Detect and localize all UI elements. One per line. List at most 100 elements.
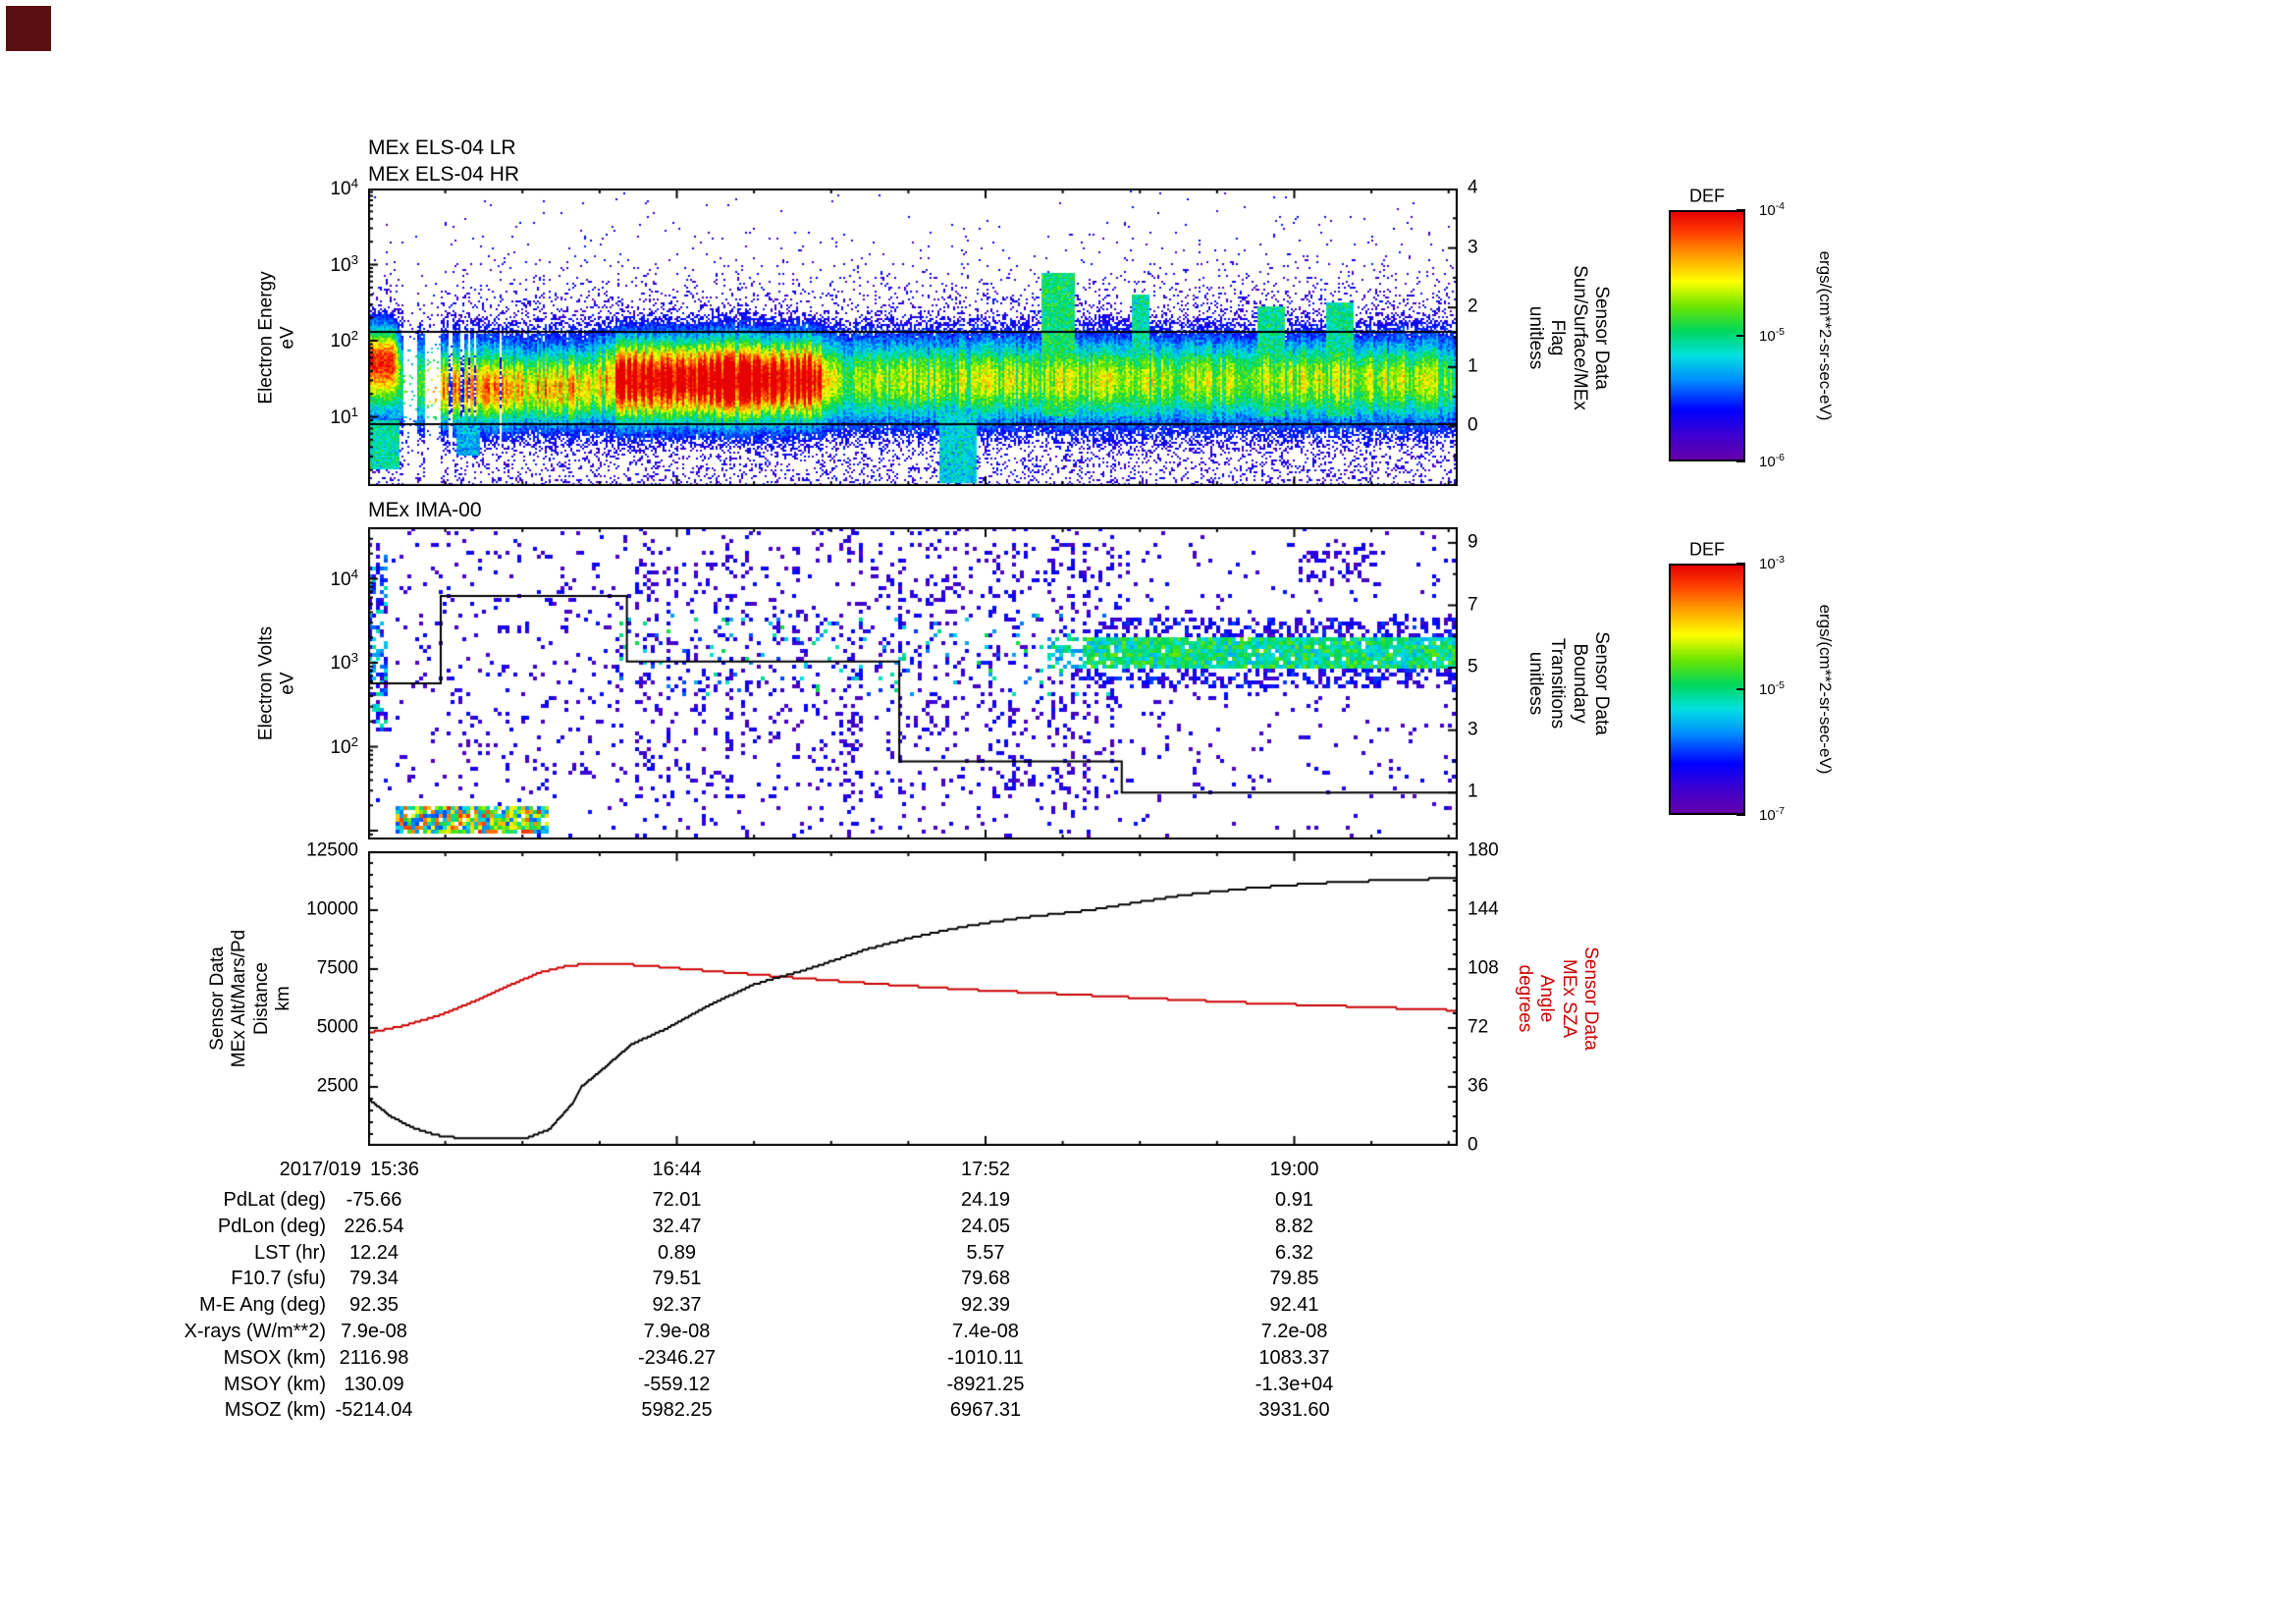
els-ytick-label: 102 xyxy=(330,327,358,352)
ima-right-tick-label: 3 xyxy=(1468,719,1478,740)
colorbar-tick-label: 10-3 xyxy=(1759,553,1786,572)
els-title-hr: MEx ELS-04 HR xyxy=(368,163,520,186)
table-cell: 6967.31 xyxy=(949,1399,1022,1422)
lines-left-axis-label: Sensor Data MEx Alt/Mars/Pd Distance km xyxy=(207,930,295,1067)
colorbar2 xyxy=(1669,564,1745,815)
table-cell: 79.68 xyxy=(960,1268,1011,1290)
colorbar-tick-label: 10-7 xyxy=(1759,804,1786,824)
time-tick-label: 17:52 xyxy=(960,1159,1011,1180)
lines-right-tick-label: 180 xyxy=(1468,839,1499,861)
axis-label-line: Sensor Data xyxy=(1579,947,1601,1051)
date-label: 2017/019 xyxy=(279,1159,361,1180)
els-ytick-label: 101 xyxy=(330,404,358,428)
ima-right-tick-label: 5 xyxy=(1468,656,1478,677)
axis-label-line: Sensor Data xyxy=(207,947,229,1051)
table-cell: 226.54 xyxy=(344,1215,404,1237)
table-cell: 79.85 xyxy=(1269,1268,1319,1290)
table-cell: -8921.25 xyxy=(946,1373,1025,1395)
colorbar1-unit-label: ergs/(cm**2-sr-sec-eV) xyxy=(1816,250,1835,421)
table-cell: 7.4e-08 xyxy=(952,1321,1019,1342)
table-row-label: MSOX (km) xyxy=(223,1346,326,1369)
axis-label-line: unitless xyxy=(1524,651,1546,716)
table-cell: 8.82 xyxy=(1275,1215,1313,1237)
table-cell: 6.32 xyxy=(1275,1241,1313,1264)
table-cell: 1083.37 xyxy=(1258,1346,1330,1369)
time-tick-label: 19:00 xyxy=(1269,1159,1319,1180)
els-y-axis-label: Electron Energy eV xyxy=(256,271,300,404)
lines-right-tick-label: 36 xyxy=(1468,1075,1489,1097)
colorbar2-title: DEF xyxy=(1689,539,1725,560)
table-cell: 7.2e-08 xyxy=(1260,1321,1328,1342)
colorbar-tick-label: 10-6 xyxy=(1759,451,1786,470)
table-cell: 12.24 xyxy=(348,1241,400,1264)
lines-right-tick-label: 0 xyxy=(1468,1134,1478,1156)
table-cell: 79.34 xyxy=(348,1268,400,1290)
altitude-sza-line-canvas xyxy=(368,851,1458,1146)
axis-label-line: Flag xyxy=(1547,319,1568,355)
table-row-label: M-E Ang (deg) xyxy=(199,1294,326,1317)
table-cell: 24.05 xyxy=(960,1215,1011,1237)
table-cell: -2346.27 xyxy=(638,1346,716,1369)
colorbar-tick-label: 10-4 xyxy=(1759,199,1786,219)
table-cell: 7.9e-08 xyxy=(643,1321,711,1342)
table-cell: 3931.60 xyxy=(1258,1399,1330,1422)
table-row-label: MSOY (km) xyxy=(223,1373,326,1395)
table-cell: 0.89 xyxy=(658,1241,696,1264)
time-tick-label: 16:44 xyxy=(652,1159,702,1180)
els-right-axis-label: Sensor Data Sun/Surface/MEx Flag unitless xyxy=(1523,265,1612,410)
axis-label-line: unitless xyxy=(1524,305,1546,369)
axis-label-line: Transitions xyxy=(1547,637,1568,730)
table-row-label: F10.7 (sfu) xyxy=(231,1268,326,1290)
table-cell: 92.35 xyxy=(348,1294,400,1317)
els-right-tick-label: 4 xyxy=(1468,177,1478,198)
axis-label-line: eV xyxy=(278,325,298,350)
axis-label-line: Electron Volts xyxy=(255,625,277,741)
table-row-label: MSOZ (km) xyxy=(224,1399,326,1422)
els-title-lr: MEx ELS-04 LR xyxy=(368,136,516,159)
table-cell: 92.37 xyxy=(652,1294,702,1317)
table-cell: 5.57 xyxy=(966,1241,1005,1264)
lines-right-tick-label: 72 xyxy=(1468,1016,1489,1038)
colorbar1-title: DEF xyxy=(1689,186,1725,206)
table-cell: 0.91 xyxy=(1275,1189,1313,1211)
lines-right-tick-label: 144 xyxy=(1468,898,1499,920)
axis-label-line: eV xyxy=(278,672,298,695)
table-cell: 24.19 xyxy=(960,1189,1011,1211)
colorbar2-unit-label: ergs/(cm**2-sr-sec-eV) xyxy=(1816,604,1835,775)
lines-left-tick-label: 12500 xyxy=(306,839,358,861)
axis-label-line: Sun/Surface/MEx xyxy=(1569,264,1590,410)
lines-left-tick-label: 5000 xyxy=(316,1016,358,1038)
table-cell: 2116.98 xyxy=(339,1346,409,1369)
table-cell: -75.66 xyxy=(346,1189,402,1211)
table-row-label: PdLat (deg) xyxy=(223,1189,326,1211)
els-right-tick-label: 3 xyxy=(1468,237,1478,258)
axis-label-line: MEx Alt/Mars/Pd xyxy=(229,929,250,1068)
table-cell: 5982.25 xyxy=(641,1399,713,1422)
table-row-label: PdLon (deg) xyxy=(217,1215,326,1237)
table-cell: 92.41 xyxy=(1269,1294,1319,1317)
axis-label-line: Electron Energy xyxy=(255,270,277,405)
table-cell: -5214.04 xyxy=(335,1399,413,1422)
els-right-tick-label: 0 xyxy=(1468,414,1478,436)
ima-right-tick-label: 7 xyxy=(1468,594,1478,616)
lines-left-tick-label: 2500 xyxy=(316,1075,358,1097)
lines-left-tick-label: 7500 xyxy=(316,957,358,979)
table-row-label: LST (hr) xyxy=(254,1241,326,1264)
colorbar1 xyxy=(1669,210,1745,461)
table-cell: 72.01 xyxy=(652,1189,702,1211)
colorbar-tick-label: 10-5 xyxy=(1759,678,1786,698)
ima-right-tick-label: 9 xyxy=(1468,531,1478,553)
colorbar-tick-label: 10-5 xyxy=(1759,325,1786,345)
axis-label-line: MEx SZA xyxy=(1558,958,1579,1039)
ima-ytick-label: 102 xyxy=(330,733,358,758)
colorbar-tick-mark xyxy=(1736,563,1745,565)
colorbar-tick-mark xyxy=(1736,335,1745,337)
ima-ytick-label: 103 xyxy=(330,649,358,675)
table-cell: -1010.11 xyxy=(947,1346,1024,1369)
colorbar-tick-mark xyxy=(1736,460,1745,462)
colorbar-tick-mark xyxy=(1736,688,1745,690)
table-cell: -559.12 xyxy=(643,1373,711,1395)
table-cell: 92.39 xyxy=(960,1294,1011,1317)
axis-label-line: Angle xyxy=(1536,974,1557,1023)
table-cell: 79.51 xyxy=(652,1268,702,1290)
